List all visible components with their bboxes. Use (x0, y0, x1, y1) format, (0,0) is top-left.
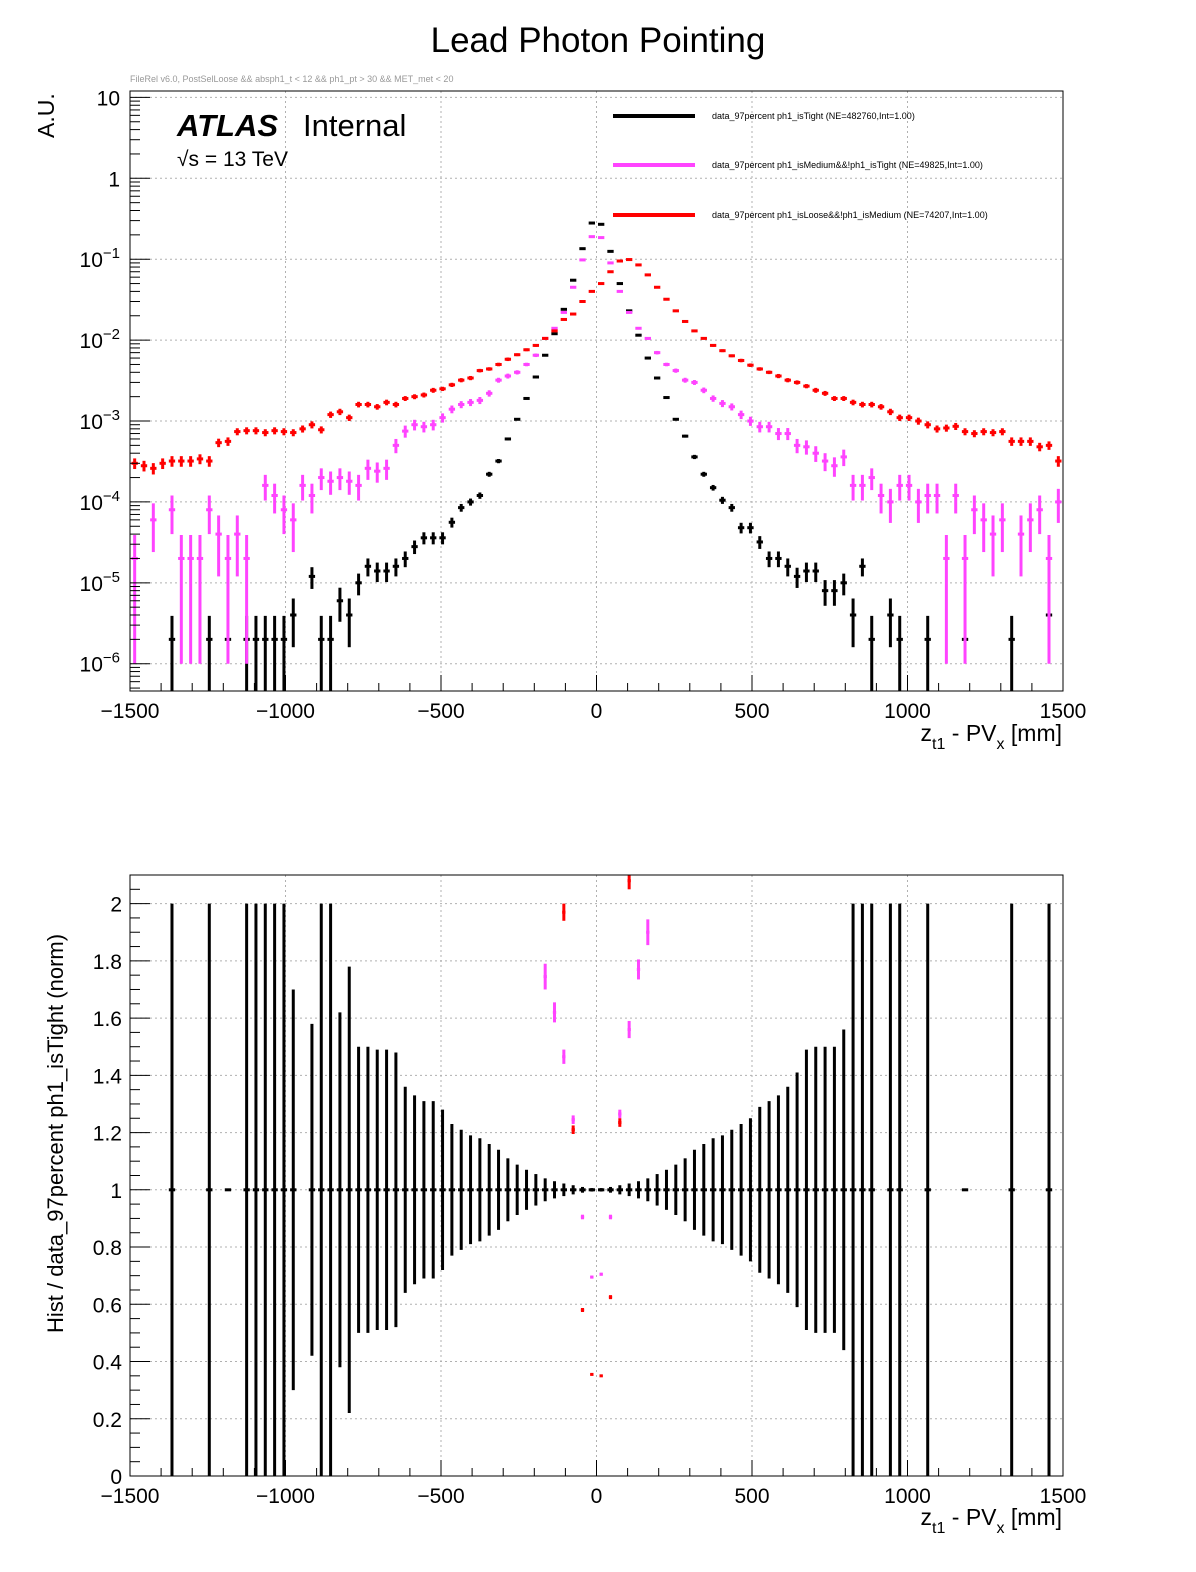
top-y-tick-label: 10−3 (80, 407, 120, 434)
top-x-axis-label: zt1 - PVx [mm] (921, 720, 1062, 753)
ratio-data-series (168, 875, 1053, 1476)
top-y-tick-label: 10−5 (80, 569, 120, 596)
ratio-x-tick-label: 1000 (884, 1485, 931, 1508)
ratio-y-tick-label: 0 (110, 1466, 122, 1489)
legend-label-tight: data_97percent ph1_isTight (NE=482760,In… (712, 111, 915, 121)
top-y-tick-label: 10−1 (80, 245, 120, 272)
ratio-y-tick-label: 0.4 (93, 1352, 123, 1375)
ratio-series-group (543, 919, 650, 1279)
figure-title: Lead Photon Pointing (431, 21, 766, 60)
ratio-series-group (562, 875, 631, 1378)
ratio-axes: −1500 −1000 −500 0 500 1000 1500 0 0.2 0.4 0.6 0.8 1… (93, 888, 1087, 1508)
top-x-tick-label: −500 (417, 700, 464, 723)
ratio-y-tick-label: 0.6 (93, 1294, 122, 1317)
energy-label: √s = 13 TeV (177, 148, 288, 171)
ratio-plot-panel: −1500 −1000 −500 0 500 1000 1500 0 0.2 0.4 0.6 0.8 1… (43, 874, 1087, 1537)
top-y-tick-label: 10−2 (80, 326, 120, 353)
ratio-x-tick-label: 500 (734, 1485, 769, 1508)
top-y-tick-label: 10 (97, 87, 120, 110)
ratio-grid (130, 875, 1063, 1476)
top-y-tick-label: 10−4 (80, 488, 120, 515)
top-grid (130, 91, 1063, 691)
top-series-group (168, 221, 1053, 691)
legend: data_97percent ph1_isTight (NE=482760,In… (613, 111, 988, 220)
ratio-reference-group (168, 903, 1053, 1476)
ratio-x-tick-label: −1500 (101, 1485, 160, 1508)
top-y-tick-label: 10−6 (80, 650, 120, 677)
top-x-tick-label: −1000 (256, 700, 315, 723)
ratio-y-tick-label: 2 (110, 894, 122, 917)
ratio-y-tick-label: 1.8 (93, 951, 122, 974)
top-axes: −1500 −1000 −500 0 500 1000 1500 10 1 10−1 10−2 10−… (80, 87, 1087, 723)
top-series-group (131, 258, 1062, 475)
top-plot-panel: −1500 −1000 −500 0 500 1000 1500 10 1 10−1 10−2 10−… (33, 87, 1086, 753)
ratio-x-axis-label: zt1 - PVx [mm] (921, 1504, 1062, 1537)
atlas-label: ATLAS (176, 108, 278, 143)
top-series-group (131, 235, 1062, 664)
top-x-tick-label: 1000 (884, 700, 931, 723)
internal-label: Internal (303, 108, 406, 143)
ratio-x-tick-label: 0 (591, 1485, 603, 1508)
ratio-y-tick-label: 0.8 (93, 1237, 122, 1260)
ratio-y-axis-label: Hist / data_97percent ph1_isTight (norm) (43, 934, 68, 1333)
ratio-y-tick-label: 0.2 (93, 1409, 122, 1432)
ratio-y-tick-label: 1.4 (93, 1065, 123, 1088)
legend-label-loose: data_97percent ph1_isLoose&&!ph1_isMediu… (712, 210, 988, 220)
top-x-tick-label: 0 (591, 700, 603, 723)
ratio-x-tick-label: −1000 (256, 1485, 315, 1508)
ratio-y-tick-label: 1 (110, 1180, 122, 1203)
top-x-tick-label: 1500 (1040, 700, 1087, 723)
legend-label-medium: data_97percent ph1_isMedium&&!ph1_isTigh… (712, 160, 983, 170)
top-data-series (131, 221, 1062, 691)
cut-string: FileRel v6.0, PostSelLoose && absph1_t <… (130, 74, 453, 84)
ratio-x-tick-label: 1500 (1040, 1485, 1087, 1508)
top-x-tick-label: 500 (734, 700, 769, 723)
ratio-y-tick-label: 1.2 (93, 1123, 122, 1146)
top-y-axis-label: A.U. (33, 93, 59, 138)
top-y-tick-label: 1 (108, 168, 120, 191)
top-x-tick-label: −1500 (101, 700, 160, 723)
ratio-y-tick-label: 1.6 (93, 1008, 122, 1031)
ratio-x-tick-label: −500 (417, 1485, 464, 1508)
